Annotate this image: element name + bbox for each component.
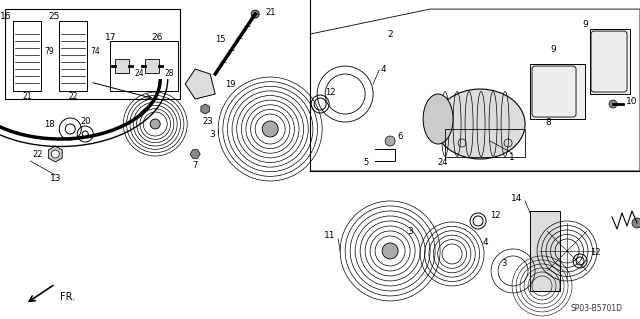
Text: 7: 7 (193, 161, 198, 170)
Text: 14: 14 (511, 195, 523, 204)
Text: SP03-B5701D: SP03-B5701D (570, 304, 622, 314)
Text: 3: 3 (501, 259, 507, 269)
Text: 12: 12 (490, 211, 500, 220)
Text: 28: 28 (164, 69, 173, 78)
Bar (110, 41, 178, 91)
Text: 18: 18 (44, 120, 54, 129)
Circle shape (251, 10, 259, 18)
Bar (590, 29, 630, 94)
Bar (5, 9, 180, 99)
Circle shape (262, 121, 278, 137)
Polygon shape (49, 146, 62, 162)
Text: 17: 17 (104, 33, 116, 41)
Text: 8: 8 (545, 117, 551, 127)
Text: 13: 13 (49, 174, 61, 183)
Bar (145, 59, 159, 73)
Text: 16: 16 (0, 11, 11, 20)
Text: 9: 9 (550, 45, 556, 54)
Bar (115, 59, 129, 73)
Text: 25: 25 (49, 11, 60, 20)
Text: 15: 15 (215, 34, 225, 44)
Text: 23: 23 (203, 116, 214, 125)
Text: 10: 10 (626, 97, 637, 106)
Bar (60, 21, 87, 91)
Text: 6: 6 (397, 131, 403, 140)
Text: 24: 24 (438, 159, 449, 167)
Circle shape (609, 100, 617, 108)
Text: 26: 26 (152, 33, 163, 41)
Circle shape (150, 119, 160, 129)
Bar (530, 64, 585, 119)
Text: 4: 4 (483, 239, 488, 248)
Text: 1: 1 (509, 152, 515, 161)
Text: 12: 12 (590, 249, 600, 257)
Text: 22: 22 (33, 150, 44, 159)
Text: 74: 74 (90, 47, 100, 56)
Bar (530, 211, 560, 291)
Text: 21: 21 (22, 92, 32, 100)
Text: 4: 4 (380, 64, 386, 74)
Text: 3: 3 (407, 227, 413, 236)
Text: 12: 12 (325, 87, 335, 97)
Polygon shape (185, 69, 215, 99)
Text: 20: 20 (80, 116, 90, 125)
Circle shape (382, 243, 398, 259)
Text: 19: 19 (225, 79, 236, 89)
Circle shape (51, 150, 60, 158)
Text: FR.: FR. (60, 292, 76, 302)
Text: 22: 22 (68, 92, 78, 100)
Ellipse shape (435, 89, 525, 159)
Ellipse shape (423, 94, 453, 144)
Text: 11: 11 (324, 232, 336, 241)
Bar (13, 21, 42, 91)
Text: 79: 79 (44, 47, 54, 56)
Text: 9: 9 (582, 19, 588, 29)
Polygon shape (201, 104, 209, 114)
Text: 5: 5 (363, 159, 368, 167)
Text: 24: 24 (134, 69, 144, 78)
Circle shape (385, 136, 395, 146)
Text: 2: 2 (387, 30, 393, 39)
Text: 21: 21 (265, 8, 276, 17)
Polygon shape (190, 150, 200, 158)
Circle shape (632, 218, 640, 228)
Bar (445, 129, 525, 157)
Text: 3: 3 (209, 130, 215, 138)
